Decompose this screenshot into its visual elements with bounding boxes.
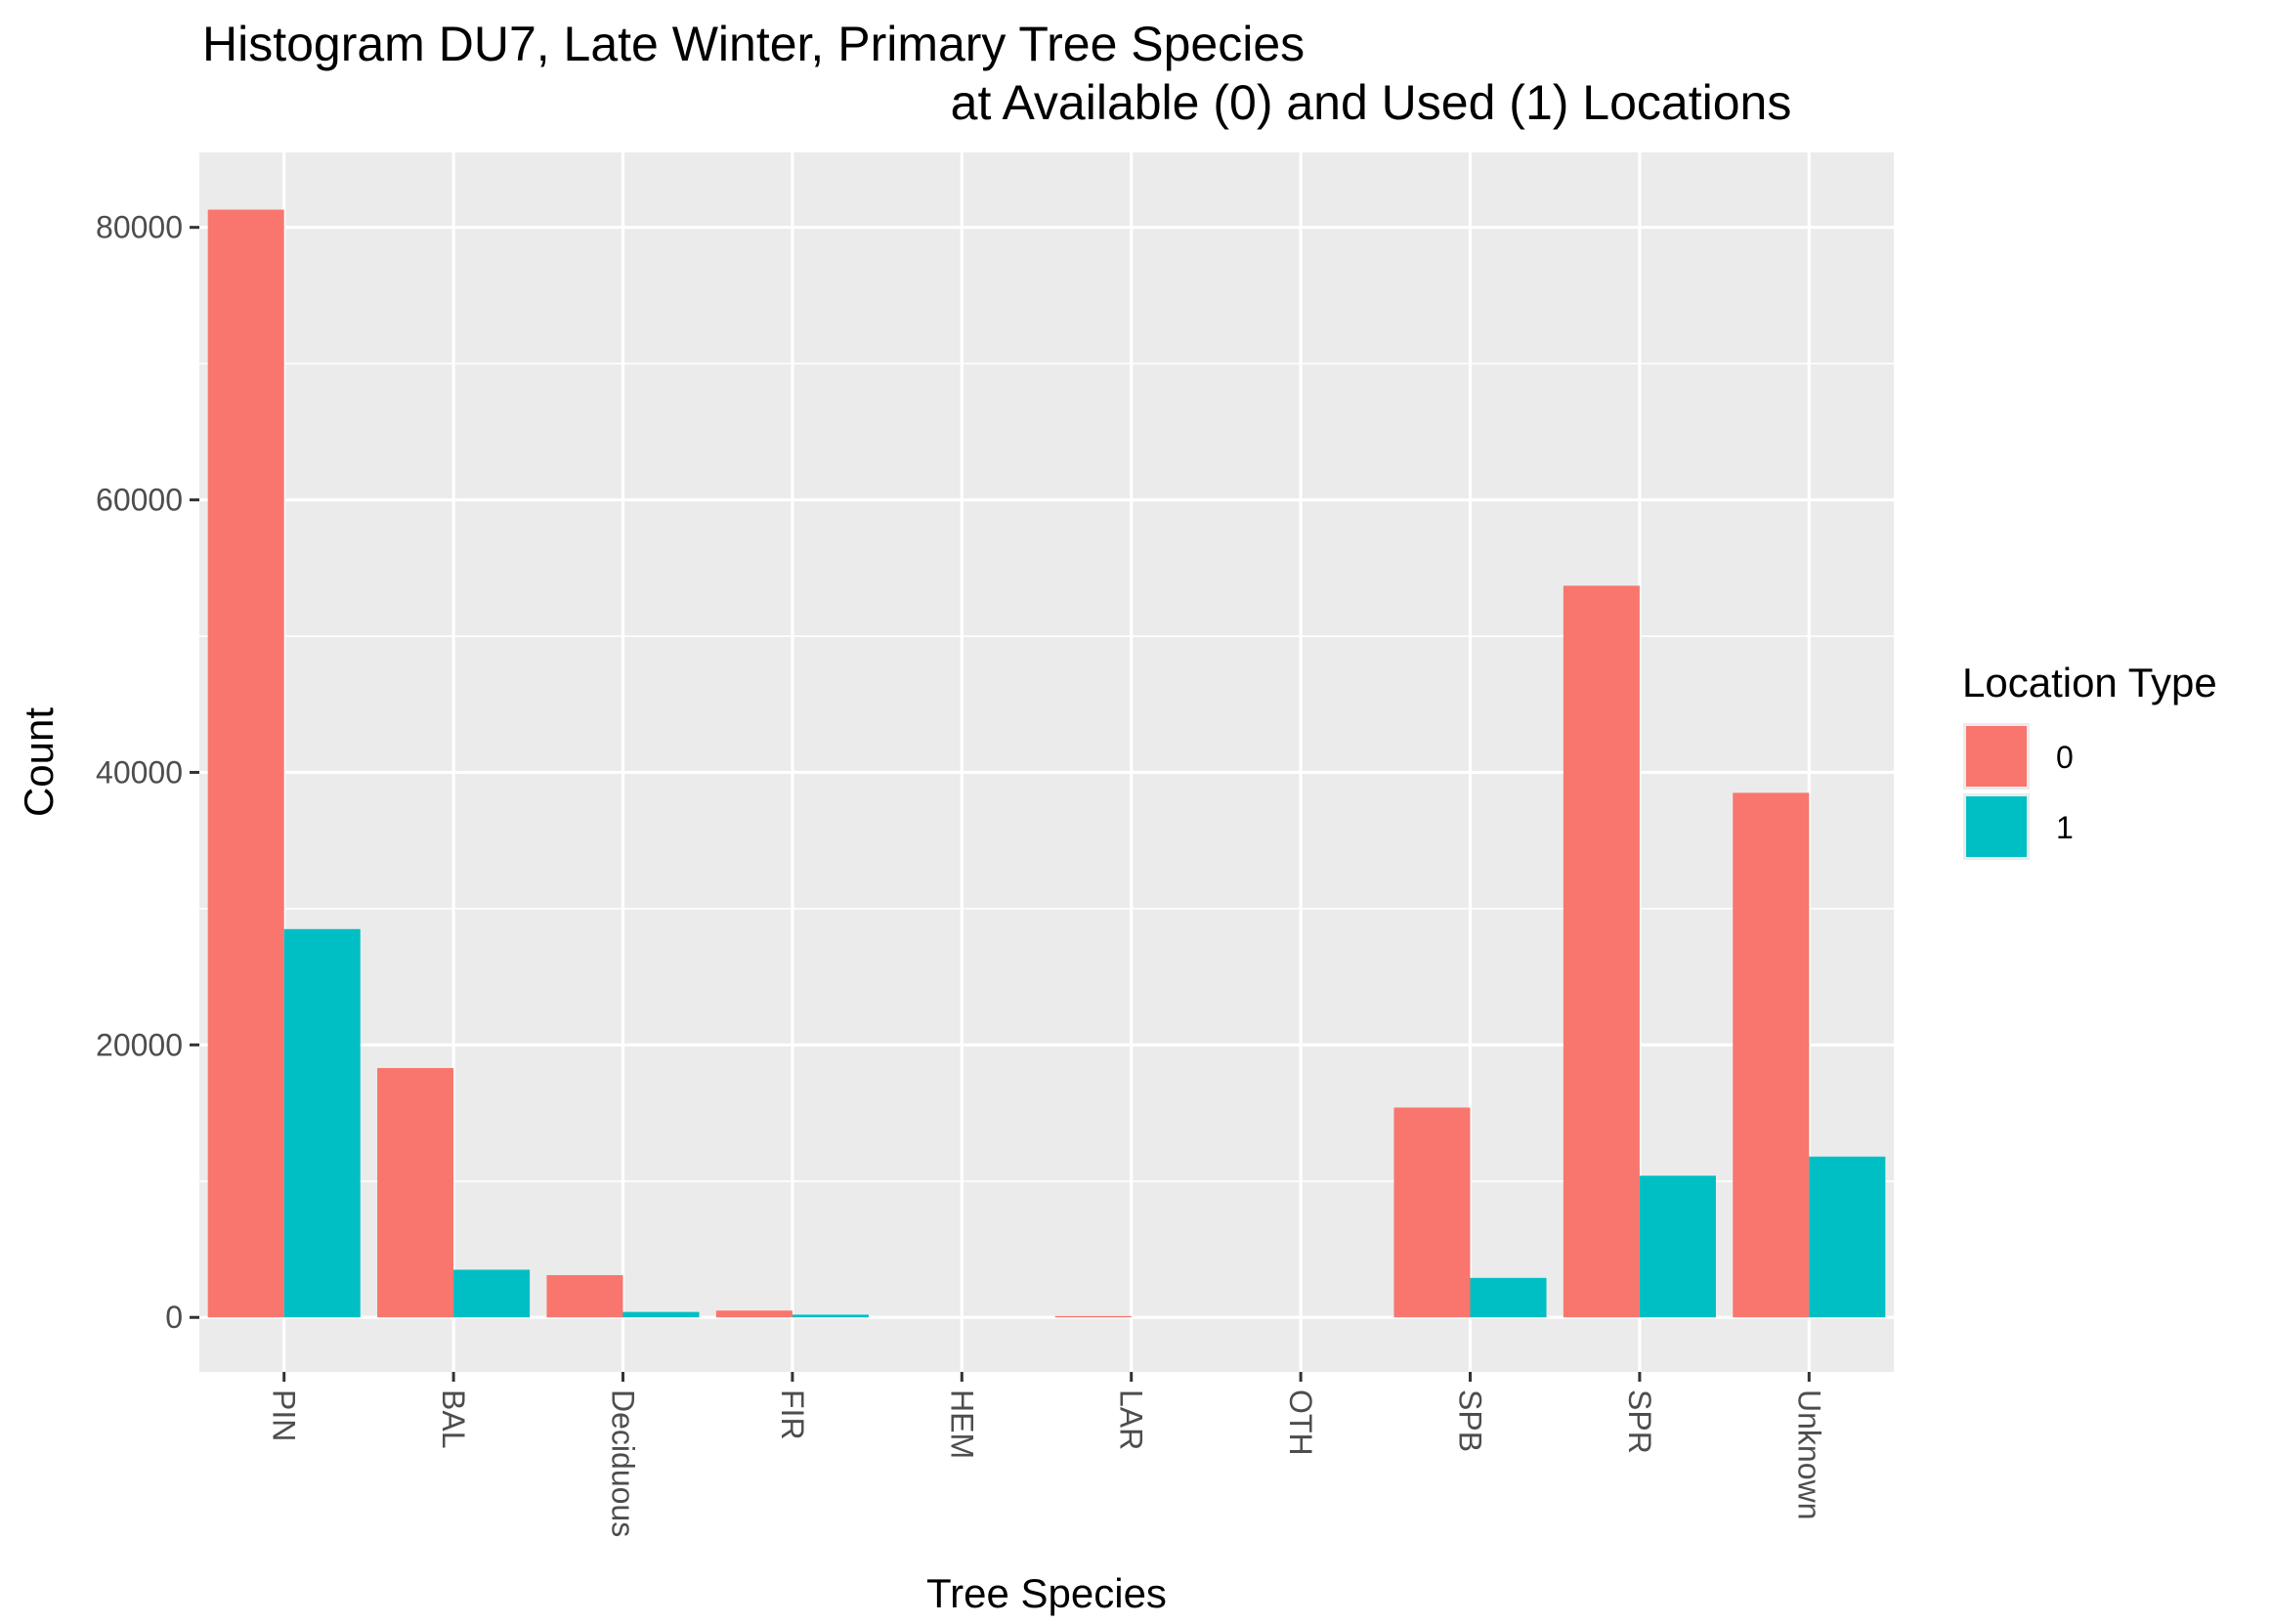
bar-unknown-series-0	[1733, 792, 1810, 1318]
bar-deciduous-series-1	[622, 1311, 700, 1318]
bar-lar-series-0	[1054, 1315, 1132, 1318]
y-tick-label: 0	[165, 1300, 183, 1335]
y-axis-title: Count	[16, 707, 62, 817]
bar-bal-series-0	[377, 1068, 454, 1318]
x-tick-label: FIR	[775, 1389, 810, 1440]
x-tick-label: SPB	[1453, 1389, 1488, 1452]
y-tick-label: 40000	[96, 754, 183, 790]
x-tick-label: SPR	[1622, 1389, 1657, 1454]
bar-bal-series-1	[453, 1269, 531, 1318]
legend-swatch-series-1	[1966, 796, 2027, 857]
legend: Location Type 0 1	[1962, 660, 2217, 860]
x-tick-label: BAL	[436, 1389, 471, 1448]
chart-title-line2: at Available (0) and Used (1) Locations	[951, 75, 1792, 130]
bar-unknown-series-1	[1809, 1156, 1886, 1318]
x-tick-label: Unknown	[1791, 1389, 1826, 1519]
x-tick-label: LAR	[1114, 1389, 1149, 1450]
legend-label-series-1: 1	[2056, 810, 2074, 845]
bar-fir-series-1	[792, 1314, 869, 1318]
x-tick-label: OTH	[1283, 1389, 1318, 1456]
x-tick-label: PIN	[267, 1389, 302, 1441]
bar-spr-series-0	[1563, 585, 1640, 1318]
bar-deciduous-series-0	[546, 1274, 623, 1318]
bar-spb-series-1	[1470, 1277, 1547, 1318]
bars	[207, 209, 1886, 1318]
y-tick-label: 20000	[96, 1027, 183, 1062]
legend-swatch-series-0	[1966, 726, 2027, 787]
bar-spb-series-0	[1393, 1107, 1471, 1318]
bar-fir-series-0	[715, 1310, 793, 1318]
y-tick-label: 60000	[96, 483, 183, 518]
y-axis: 0 20000 40000 60000 80000	[96, 210, 199, 1335]
bar-pin-series-1	[283, 928, 361, 1318]
x-axis: PIN BAL Deciduous FIR HEM LAR OTH SPB SPR Unknown	[267, 1372, 1826, 1537]
bar-spr-series-1	[1639, 1175, 1716, 1318]
bar-pin-series-0	[207, 209, 284, 1318]
legend-title: Location Type	[1962, 660, 2217, 705]
legend-label-series-0: 0	[2056, 740, 2074, 775]
y-tick-label: 80000	[96, 210, 183, 245]
x-axis-title: Tree Species	[926, 1570, 1167, 1616]
chart-title-line1: Histogram DU7, Late Winter, Primary Tree…	[202, 17, 1305, 71]
x-tick-label: HEM	[944, 1389, 979, 1459]
x-tick-label: Deciduous	[606, 1389, 641, 1537]
